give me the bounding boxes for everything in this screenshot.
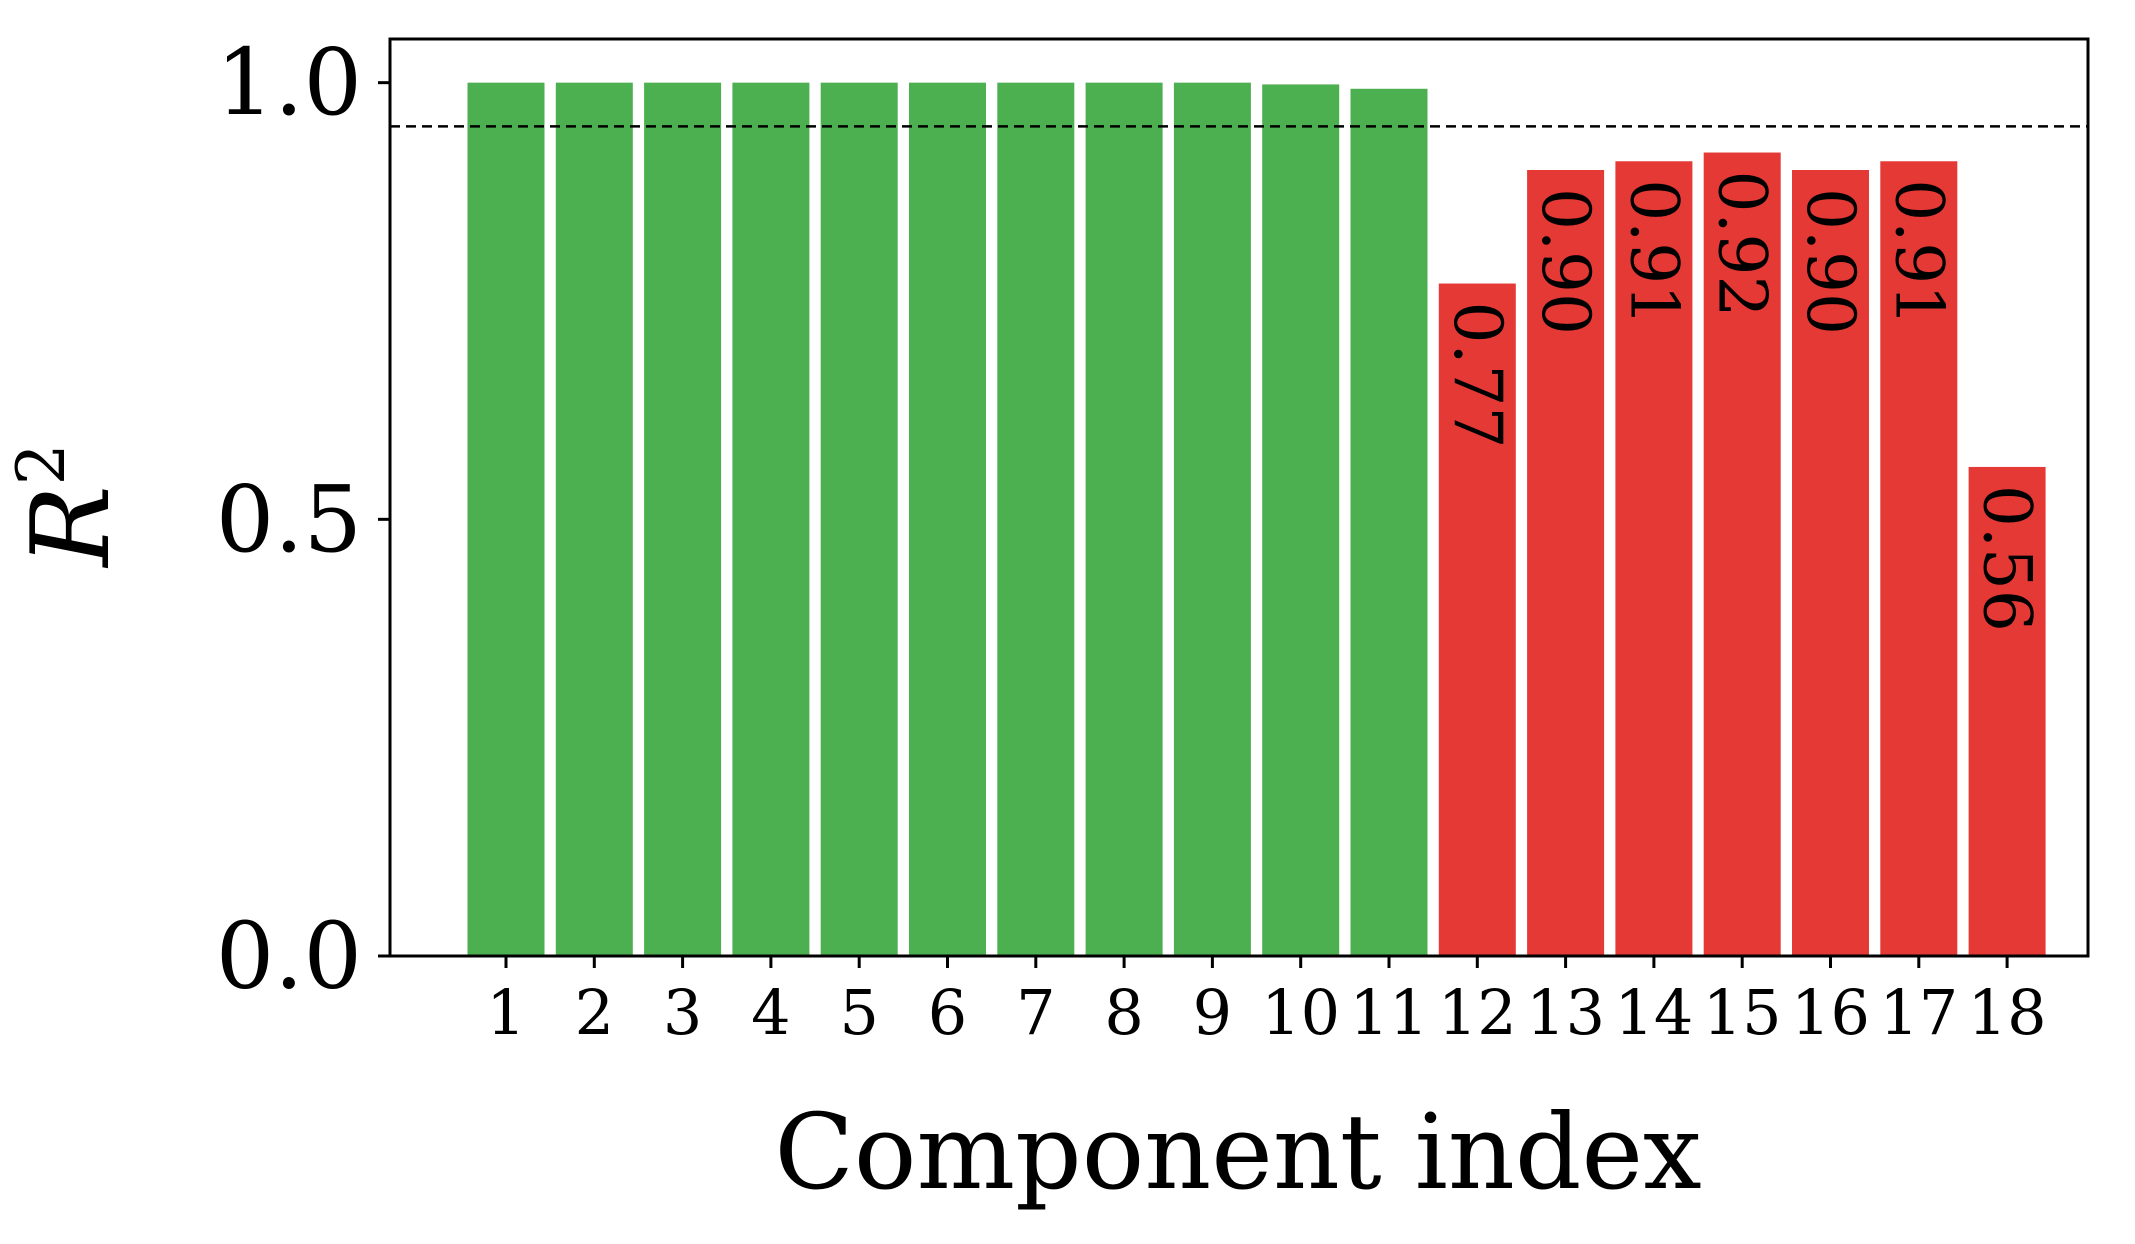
bar-4 (732, 82, 810, 956)
x-tick-label: 2 (575, 976, 614, 1049)
x-tick-label: 16 (1791, 976, 1870, 1049)
x-tick-label: 14 (1614, 976, 1693, 1049)
bar-10 (1262, 84, 1340, 956)
bar-18 (1968, 466, 2046, 956)
bar-value-label-17: 0.91 (1880, 179, 1957, 326)
x-tick-label: 13 (1526, 976, 1605, 1049)
x-tick-label: 3 (663, 976, 702, 1049)
x-tick-label: 10 (1261, 976, 1340, 1049)
y-axis-title: R2 (3, 443, 134, 568)
bar-value-label-12: 0.77 (1439, 302, 1516, 449)
x-tick-label: 6 (928, 976, 967, 1049)
bar-value-label-16: 0.90 (1792, 188, 1869, 335)
data-labels-layer: 0.770.90 0.91 0.92 0.90 0.910.56 (1439, 171, 2046, 632)
y-tick-label: 0.0 (216, 903, 362, 1010)
bar-17 (1880, 161, 1958, 956)
bar-8 (1085, 82, 1163, 956)
bar-3 (644, 82, 722, 956)
bar-16 (1792, 170, 1869, 956)
x-tick-label: 5 (839, 976, 878, 1049)
x-tick-label: 8 (1104, 976, 1143, 1049)
x-axis-title: Component index (774, 1091, 1701, 1213)
bar-9 (1173, 82, 1251, 956)
y-axis-title-superscript: 2 (3, 443, 80, 485)
bar-12 (1438, 283, 1516, 956)
bar-1 (467, 82, 545, 956)
bar-11 (1350, 88, 1428, 956)
x-tick-label: 18 (1968, 976, 2047, 1049)
y-axis-title-symbol: R (9, 485, 134, 568)
bar-15 (1703, 152, 1781, 957)
bar-2 (555, 82, 633, 956)
x-tick-label: 4 (751, 976, 790, 1049)
bar-6 (909, 82, 986, 956)
bar-value-label-14: 0.91 (1615, 179, 1692, 326)
x-tick-label: 15 (1703, 976, 1782, 1049)
bar-value-label-18: 0.56 (1969, 485, 2046, 632)
x-tick-label: 17 (1879, 976, 1958, 1049)
bar-7 (997, 82, 1075, 956)
y-tick-label: 0.5 (216, 466, 362, 573)
x-tick-label: 1 (486, 976, 525, 1049)
y-tick-label: 1.0 (216, 29, 362, 136)
x-axis-ticks: 1 2 3 4 5 6 7 8 9 10 11 12 13 14 15 16 17 18 (486, 956, 2047, 1049)
bar-value-label-13: 0.90 (1527, 188, 1604, 335)
bar-13 (1527, 170, 1605, 956)
bar-value-label-15: 0.92 (1704, 171, 1781, 318)
bar-5 (820, 82, 898, 956)
bars-layer (467, 82, 2046, 957)
x-tick-label: 7 (1016, 976, 1055, 1049)
plot-frame (388, 37, 2090, 958)
y-axis-ticks: 0.0 0.5 1.0 (216, 29, 390, 1010)
x-tick-label: 12 (1438, 976, 1517, 1049)
x-tick-label: 9 (1193, 976, 1232, 1049)
bar-14 (1615, 161, 1693, 956)
x-tick-label: 11 (1350, 976, 1429, 1049)
